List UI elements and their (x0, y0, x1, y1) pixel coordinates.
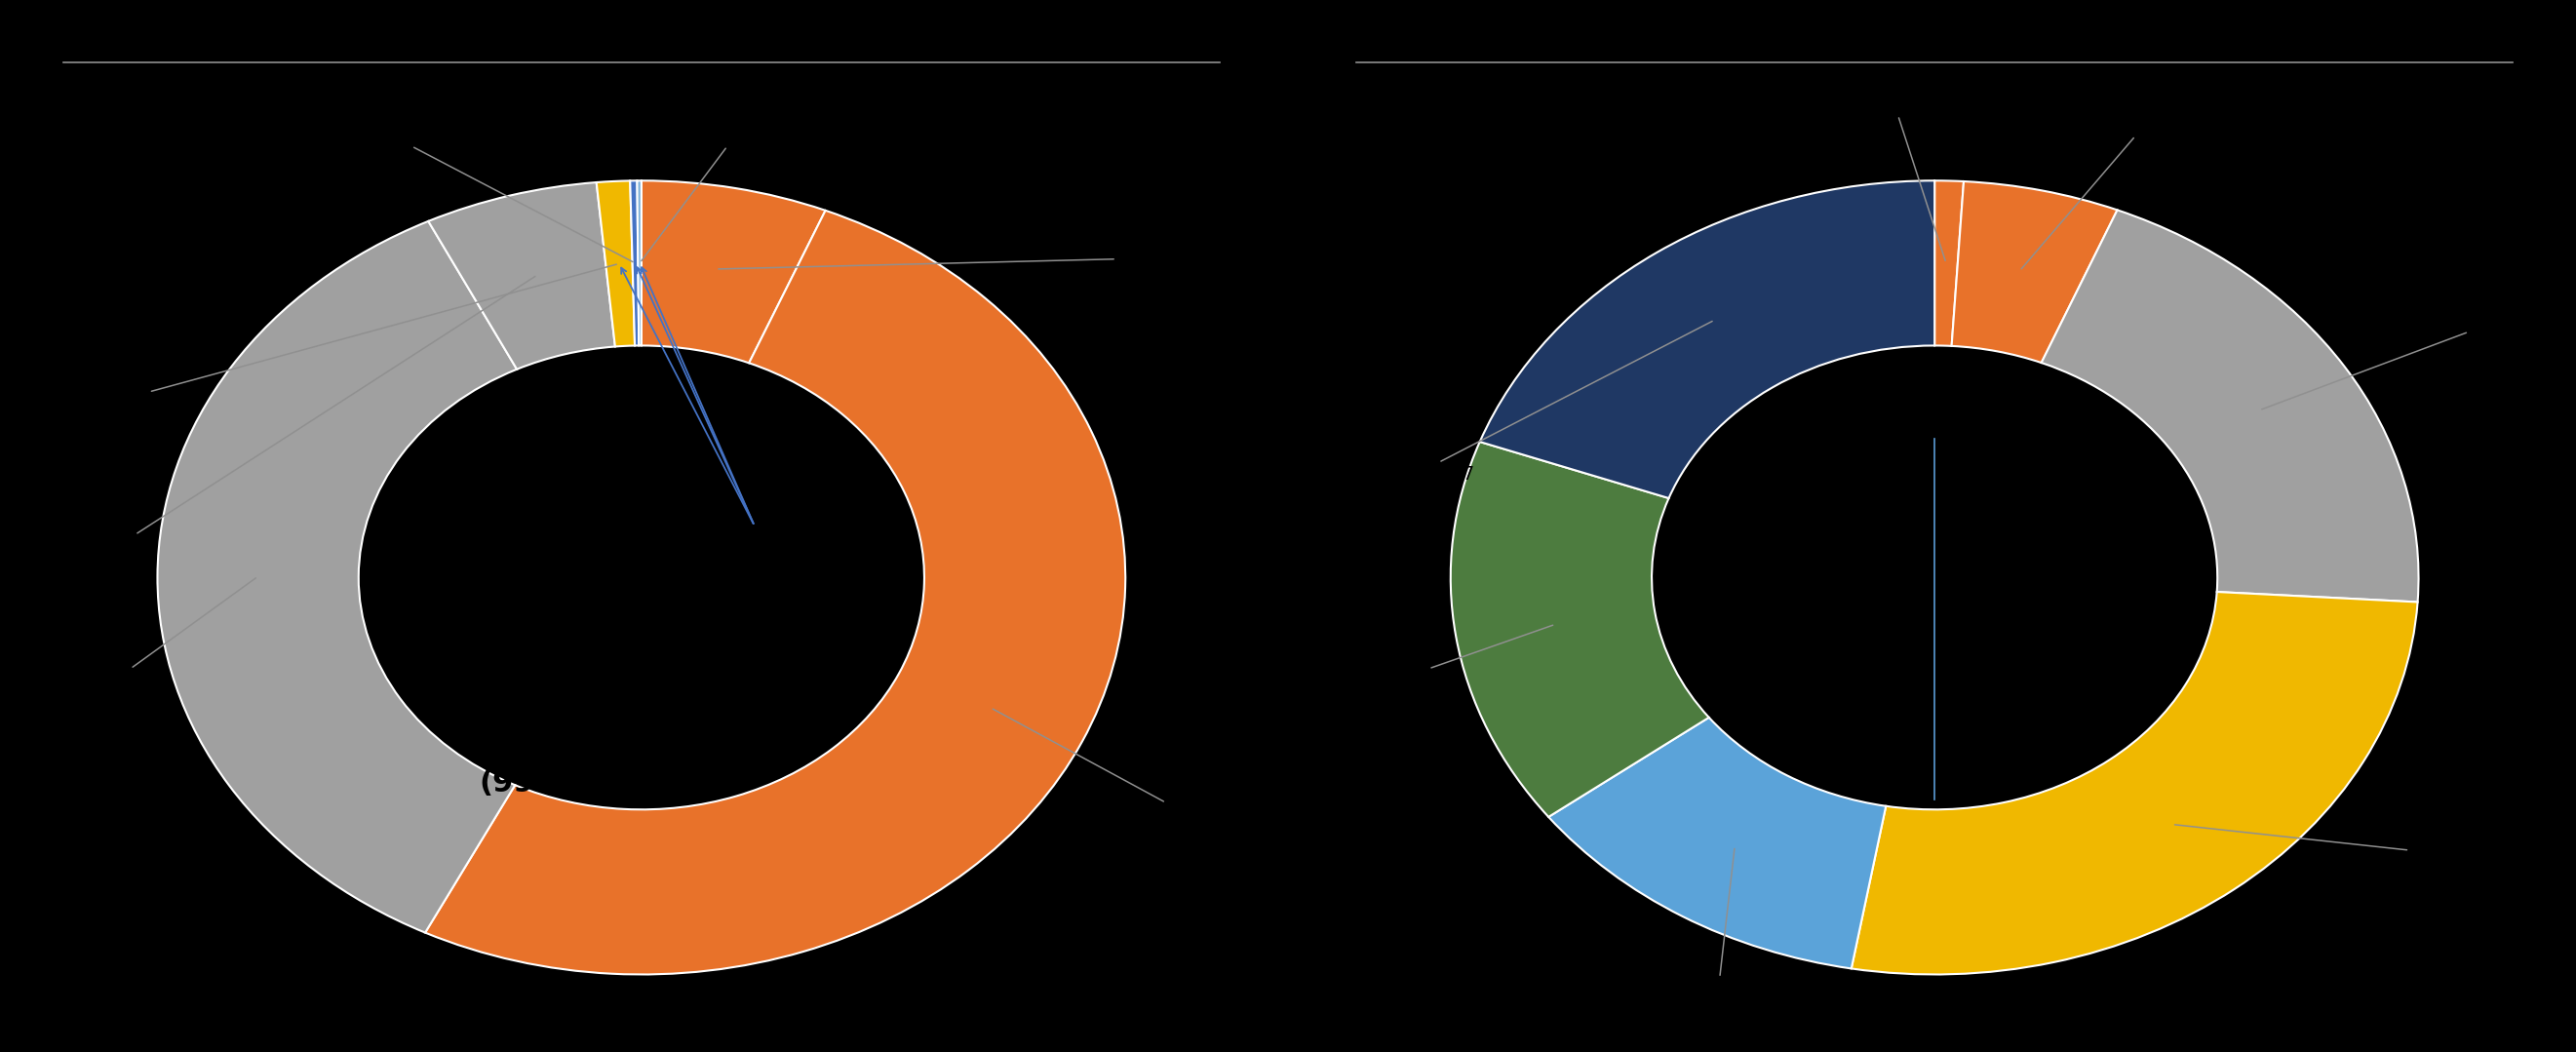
Text: Aa, 7,558: Aa, 7,558 (992, 709, 1231, 824)
Text: Ba, 760: Ba, 760 (1682, 849, 1754, 999)
Text: A, 1,261: A, 1,261 (2262, 310, 2540, 409)
Text: (53%): (53%) (2027, 729, 2117, 756)
Text: A, 5,225: A, 5,225 (75, 578, 255, 690)
Text: Baa, 853: Baa, 853 (75, 277, 536, 555)
Wedge shape (1450, 442, 1708, 817)
Wedge shape (1852, 592, 2419, 974)
Text: Aaa, 917: Aaa, 917 (719, 248, 1200, 269)
Wedge shape (641, 181, 824, 363)
Wedge shape (1479, 181, 1935, 499)
Text: Spec Grade:: Spec Grade: (1726, 495, 1865, 515)
Wedge shape (631, 181, 639, 346)
Wedge shape (1935, 181, 1963, 346)
Text: Inv Grade:: Inv Grade: (2014, 495, 2133, 515)
Wedge shape (636, 181, 641, 346)
Text: Ba, 164: Ba, 164 (75, 264, 616, 411)
Text: (99%): (99%) (479, 770, 577, 797)
Text: 14,553: 14,553 (471, 656, 585, 685)
Text: 3,006: 3,006 (1754, 615, 1839, 643)
Text: Baa, 1,703: Baa, 1,703 (2174, 825, 2512, 865)
Wedge shape (1548, 717, 1886, 969)
Text: B, 1,009: B, 1,009 (1358, 625, 1553, 690)
Wedge shape (428, 182, 616, 369)
Wedge shape (598, 181, 634, 346)
Text: Caa-C, 1,237: Caa-C, 1,237 (1358, 321, 1713, 484)
Text: Aaa, 61: Aaa, 61 (1860, 94, 1945, 261)
Text: B, 34: B, 34 (366, 125, 634, 262)
Text: Aa, 331: Aa, 331 (2022, 115, 2182, 269)
Wedge shape (1953, 181, 2117, 363)
Text: (47%): (47%) (1752, 729, 1842, 756)
Text: 3,356: 3,356 (2030, 615, 2115, 643)
Text: Spec Grade:: Spec Grade: (685, 433, 824, 453)
Text: Caa-C, 21: Caa-C, 21 (641, 125, 781, 261)
Wedge shape (425, 210, 1126, 974)
Text: 219 (1%): 219 (1%) (696, 545, 811, 569)
Wedge shape (2040, 210, 2419, 602)
Text: Inv Grade:: Inv Grade: (461, 525, 595, 548)
Wedge shape (157, 221, 518, 933)
